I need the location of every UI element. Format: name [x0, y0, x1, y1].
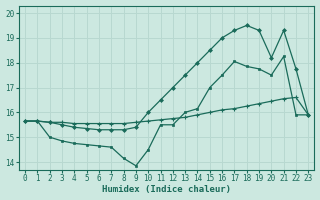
X-axis label: Humidex (Indice chaleur): Humidex (Indice chaleur) — [102, 185, 231, 194]
